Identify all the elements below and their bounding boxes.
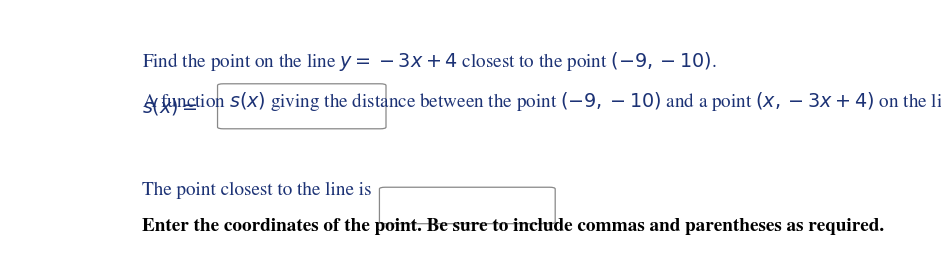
Text: Find the point on the line $y = -3x + 4$ closest to the point $(-9, -10)$.: Find the point on the line $y = -3x + 4$…: [142, 50, 716, 73]
FancyBboxPatch shape: [379, 187, 555, 224]
Text: A function $s(x)$ giving the distance between the point $(-9, -10)$ and a point : A function $s(x)$ giving the distance be…: [142, 90, 941, 113]
Text: The point closest to the line is: The point closest to the line is: [142, 181, 371, 199]
Text: $s(x) =$: $s(x) =$: [142, 96, 198, 117]
FancyBboxPatch shape: [217, 84, 386, 129]
Text: Enter the coordinates of the point. Be sure to include commas and parentheses as: Enter the coordinates of the point. Be s…: [142, 218, 884, 235]
